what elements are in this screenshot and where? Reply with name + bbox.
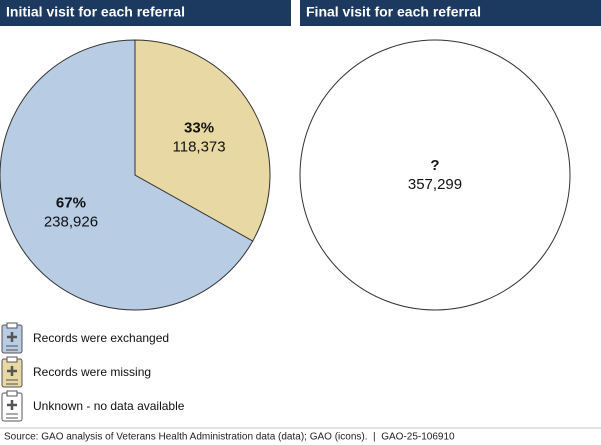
panel-header [0, 0, 291, 26]
legend-icon-clip [6, 390, 18, 397]
legend-icon-lines [6, 345, 18, 351]
legend-icon-lines [6, 413, 18, 419]
percent-label: 33% [184, 119, 214, 136]
legend-icon-cross [7, 332, 17, 342]
percent-label: 67% [56, 195, 86, 212]
legend-entry: Records were exchanged [1, 322, 169, 354]
legend-entry: Unknown - no data available [1, 390, 185, 422]
source-note: Source: GAO analysis of Veterans Health … [4, 432, 455, 443]
legend-icon-cross [7, 400, 17, 410]
value-label: 118,373 [173, 138, 226, 155]
panel-title: Initial visit for each referral [6, 4, 185, 20]
legend-label: Records were exchanged [33, 331, 169, 345]
panel-header [300, 0, 601, 26]
legend-icon-lines [6, 379, 18, 385]
pie-slice [134, 39, 271, 242]
pie-slice [0, 39, 254, 311]
legend-entry: Records were missing [1, 356, 151, 388]
value-label: 357,299 [408, 176, 462, 193]
legend-icon-cross [7, 366, 17, 376]
legend-icon-clip [6, 356, 18, 363]
percent-label: ? [430, 157, 439, 174]
panel-title: Final visit for each referral [306, 4, 481, 20]
legend-label: Unknown - no data available [33, 399, 185, 413]
value-label: 238,926 [44, 214, 98, 231]
pie-slice [299, 39, 571, 311]
legend-label: Records were missing [33, 365, 151, 379]
legend-icon-clip [6, 322, 18, 329]
